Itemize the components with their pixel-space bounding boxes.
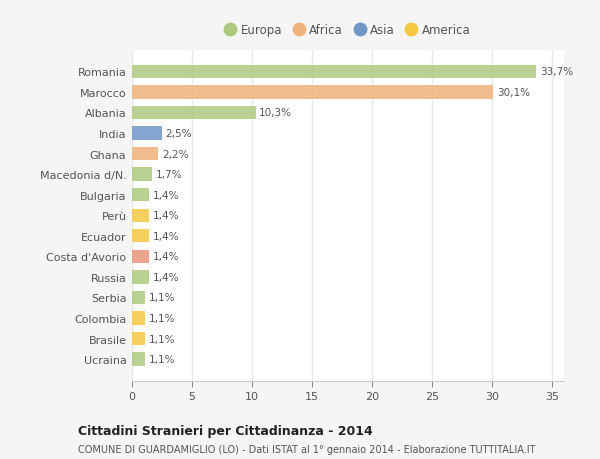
Text: 1,4%: 1,4% bbox=[152, 231, 179, 241]
Text: Cittadini Stranieri per Cittadinanza - 2014: Cittadini Stranieri per Cittadinanza - 2… bbox=[78, 425, 373, 437]
Text: 1,7%: 1,7% bbox=[156, 170, 182, 180]
Text: 2,5%: 2,5% bbox=[166, 129, 192, 139]
Bar bbox=[132, 106, 256, 120]
Text: 1,1%: 1,1% bbox=[149, 334, 175, 344]
Text: 1,1%: 1,1% bbox=[149, 313, 175, 323]
Bar bbox=[132, 250, 149, 263]
Bar bbox=[132, 209, 149, 223]
Text: 33,7%: 33,7% bbox=[540, 67, 573, 77]
Bar bbox=[132, 312, 145, 325]
Bar bbox=[132, 230, 149, 243]
Text: 2,2%: 2,2% bbox=[162, 149, 188, 159]
Text: 1,4%: 1,4% bbox=[152, 190, 179, 200]
Text: 1,1%: 1,1% bbox=[149, 354, 175, 364]
Bar bbox=[132, 189, 149, 202]
Bar bbox=[132, 86, 493, 99]
Bar bbox=[132, 332, 145, 346]
Text: 1,4%: 1,4% bbox=[152, 211, 179, 221]
Text: 10,3%: 10,3% bbox=[259, 108, 292, 118]
Text: 1,4%: 1,4% bbox=[152, 272, 179, 282]
Bar bbox=[132, 291, 145, 304]
Bar bbox=[132, 127, 162, 140]
Text: 1,1%: 1,1% bbox=[149, 293, 175, 303]
Text: 30,1%: 30,1% bbox=[497, 88, 530, 98]
Bar bbox=[132, 147, 158, 161]
Bar bbox=[132, 271, 149, 284]
Text: COMUNE DI GUARDAMIGLIO (LO) - Dati ISTAT al 1° gennaio 2014 - Elaborazione TUTTI: COMUNE DI GUARDAMIGLIO (LO) - Dati ISTAT… bbox=[78, 444, 536, 454]
Legend: Europa, Africa, Asia, America: Europa, Africa, Asia, America bbox=[221, 19, 476, 41]
Bar bbox=[132, 66, 536, 79]
Bar bbox=[132, 168, 152, 181]
Bar bbox=[132, 353, 145, 366]
Text: 1,4%: 1,4% bbox=[152, 252, 179, 262]
